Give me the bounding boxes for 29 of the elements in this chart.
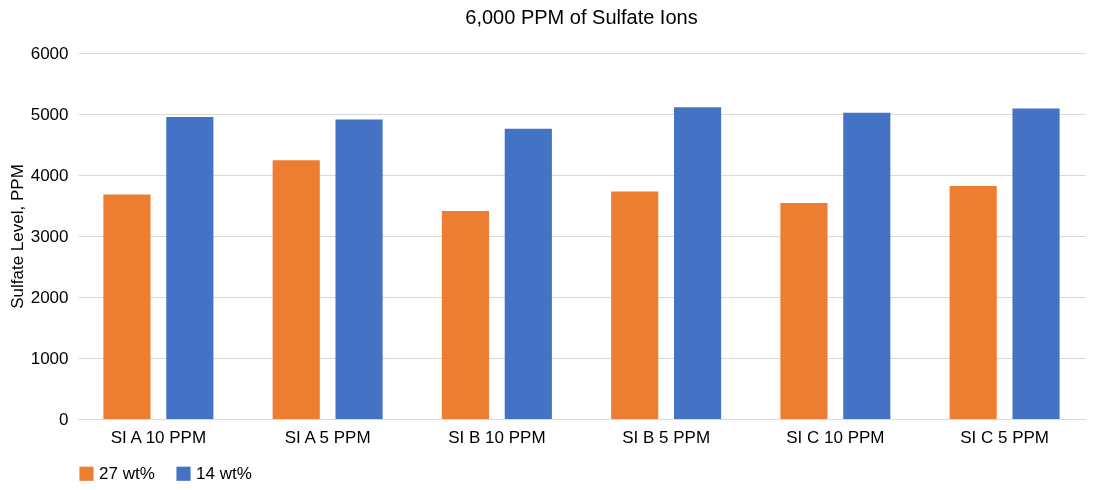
y-tick-label: 5000 <box>30 104 69 124</box>
bar <box>504 128 552 419</box>
bar <box>103 194 151 419</box>
bar <box>166 117 214 419</box>
x-tick-label: SI A 5 PPM <box>284 427 371 447</box>
y-tick-label: 6000 <box>30 43 69 63</box>
bar <box>949 185 997 419</box>
y-axis-title: Sulfate Level, PPM <box>7 164 27 309</box>
legend-label: 14 wt% <box>196 463 252 483</box>
y-tick-label: 0 <box>59 409 69 429</box>
x-tick-label: SI C 10 PPM <box>786 427 885 447</box>
x-tick-label: SI B 5 PPM <box>622 427 711 447</box>
bar <box>780 203 828 419</box>
bar <box>441 210 490 419</box>
legend-label: 27 wt% <box>99 463 155 483</box>
bar <box>673 107 722 419</box>
chart-title: 6,000 PPM of Sulfate Ions <box>465 6 698 28</box>
x-tick-label: SI C 5 PPM <box>960 427 1050 447</box>
y-tick-label: 1000 <box>30 348 69 368</box>
bar <box>272 160 320 419</box>
x-tick-label: SI B 10 PPM <box>448 427 546 447</box>
bar <box>843 112 891 419</box>
bar <box>1012 108 1060 419</box>
y-tick-label: 3000 <box>30 226 69 246</box>
bar <box>611 191 659 419</box>
y-tick-label: 2000 <box>30 287 69 307</box>
x-tick-label: SI A 10 PPM <box>110 427 207 447</box>
y-tick-label: 4000 <box>30 165 69 185</box>
bar <box>335 119 383 419</box>
